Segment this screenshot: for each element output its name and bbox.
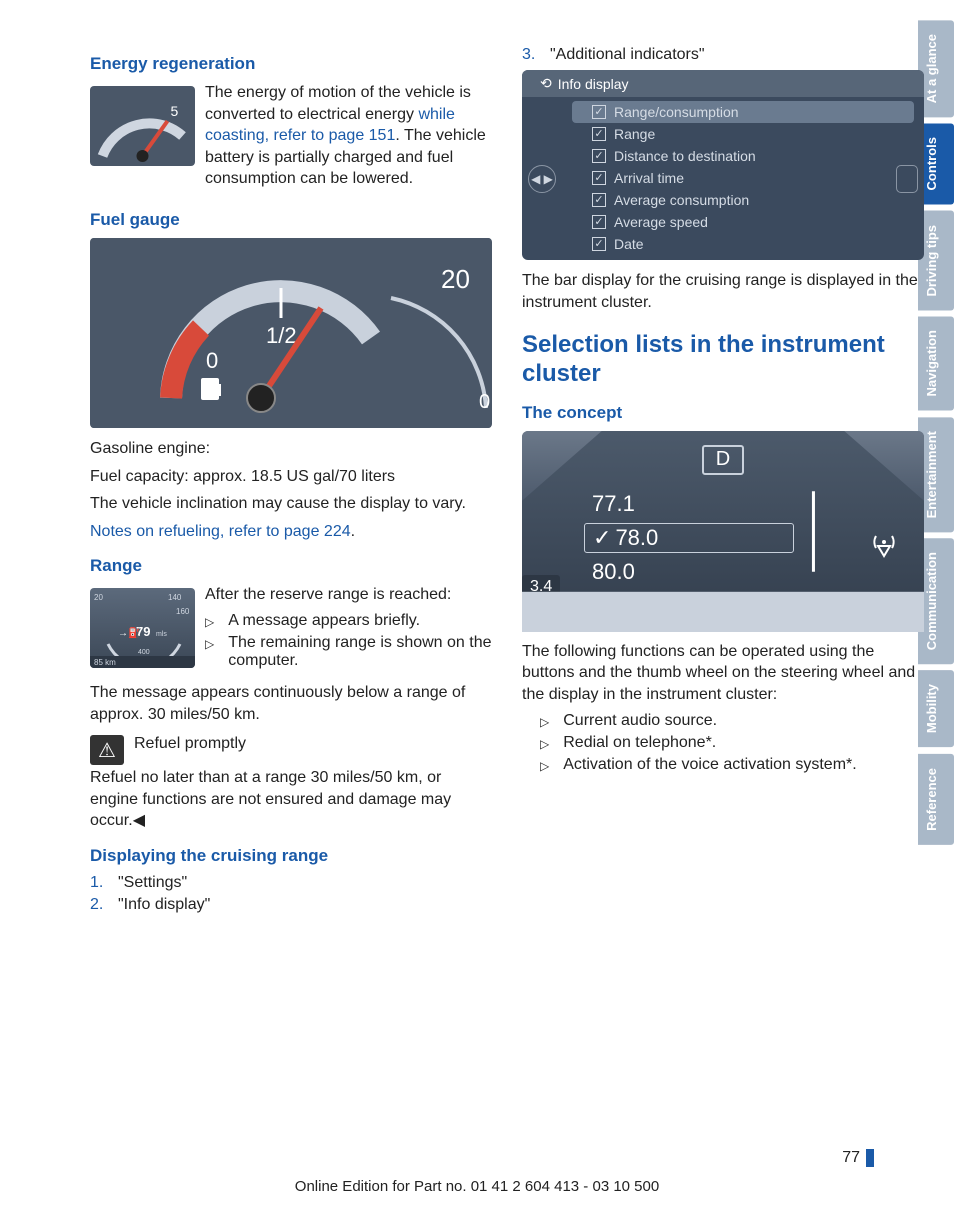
svg-text:160: 160 — [176, 607, 190, 616]
menu-header: ⟲ Info display — [522, 70, 924, 97]
selection-intro: The following functions can be operated … — [522, 641, 924, 706]
menu-item-range-consumption[interactable]: ✓Range/consumption — [572, 101, 914, 123]
range-heading: Range — [90, 556, 492, 576]
selection-heading: Selection lists in the instrument cluste… — [522, 331, 924, 389]
tab-navigation[interactable]: Navigation — [918, 316, 954, 410]
content-columns: Energy regeneration 5 The energy of moti… — [90, 40, 924, 920]
concept-heading: The concept — [522, 403, 924, 423]
bar-display-text: The bar display for the cruising range i… — [522, 270, 924, 313]
cruising-heading: Displaying the cruising range — [90, 846, 492, 866]
svg-text:0: 0 — [479, 391, 490, 413]
range-continuous: The message appears continuously below a… — [90, 682, 492, 725]
svg-text:85 km: 85 km — [94, 658, 116, 667]
checkbox-icon: ✓ — [592, 127, 606, 141]
info-display-menu-image: ⟲ Info display ◀ ▶ ✓Range/consumption ✓R… — [522, 70, 924, 260]
svg-text:mls: mls — [156, 631, 167, 638]
refuel-warning: ⚠ Refuel promptly — [90, 735, 492, 765]
range-block: 20 140 160 79 mls →⛽ 400 85 km After the… — [90, 584, 492, 676]
selection-item-1: Current audio source. — [522, 712, 924, 730]
tab-mobility[interactable]: Mobility — [918, 670, 954, 747]
checkbox-icon: ✓ — [592, 193, 606, 207]
tab-reference[interactable]: Reference — [918, 754, 954, 845]
menu-item-date[interactable]: ✓Date — [522, 233, 924, 255]
fuel-line2: Fuel capacity: approx. 18.5 US gal/70 li… — [90, 466, 492, 488]
cluster-display-image: D 77.1 ✓78.0 80.0 3.4 — [522, 431, 924, 631]
gauge-side-value: 20 — [441, 264, 470, 294]
menu-item-avg-speed[interactable]: ✓Average speed — [522, 211, 924, 233]
step-1: 1."Settings" — [90, 874, 492, 892]
menu-item-range[interactable]: ✓Range — [522, 123, 924, 145]
cruising-steps-cont: 3."Additional indicators" — [522, 46, 924, 64]
fuel-link[interactable]: Notes on refueling, refer to page 224 — [90, 523, 351, 540]
warning-icon: ⚠ — [90, 735, 124, 765]
gauge-half-label: 1/2 — [266, 323, 297, 348]
warn-text: Refuel promptly — [134, 735, 246, 753]
checkbox-icon: ✓ — [592, 237, 606, 251]
fuel-line3: The vehicle inclination may cause the di… — [90, 493, 492, 515]
range-item-1: A message appears briefly. — [205, 612, 492, 630]
warn-title: Refuel promptly — [134, 735, 246, 752]
selection-item-2: Redial on telephone*. — [522, 734, 924, 752]
step-2: 2."Info display" — [90, 896, 492, 914]
left-column: Energy regeneration 5 The energy of moti… — [90, 40, 492, 920]
checkbox-icon: ✓ — [592, 215, 606, 229]
checkbox-icon: ✓ — [592, 149, 606, 163]
range-dash-image: 20 140 160 79 mls →⛽ 400 85 km — [90, 588, 195, 668]
checkbox-icon: ✓ — [592, 105, 606, 119]
fuel-line1: Gasoline engine: — [90, 438, 492, 460]
svg-text:20: 20 — [94, 593, 103, 602]
cruising-steps: 1."Settings" 2."Info display" — [90, 874, 492, 914]
footer-text: Online Edition for Part no. 01 41 2 604 … — [0, 1178, 954, 1195]
menu-item-distance[interactable]: ✓Distance to destination — [522, 145, 924, 167]
svg-text:400: 400 — [138, 649, 150, 656]
fuel-gauge-image: 1/2 0 20 0 — [90, 238, 492, 428]
left-arrow-icon: ◀ ▶ — [528, 165, 556, 193]
info-icon: ⟲ — [540, 75, 552, 92]
menu-item-avg-consumption[interactable]: ✓Average consumption — [522, 189, 924, 211]
svg-text:→⛽: →⛽ — [118, 626, 140, 639]
page: At a glance Controls Driving tips Naviga… — [0, 0, 954, 1215]
energy-heading: Energy regeneration — [90, 54, 492, 74]
fuel-link-row: Notes on refueling, refer to page 224. — [90, 521, 492, 543]
selection-item-3: Activation of the voice activation syste… — [522, 756, 924, 774]
warn-body: Refuel no later than at a range 30 miles… — [90, 767, 492, 832]
step-3: 3."Additional indicators" — [522, 46, 924, 64]
energy-block: 5 The energy of motion of the vehicle is… — [90, 82, 492, 196]
rotary-knob-icon — [896, 165, 918, 193]
fuel-link-suffix: . — [351, 523, 355, 540]
svg-text:5: 5 — [171, 103, 179, 119]
selection-list: Current audio source. Redial on telephon… — [522, 712, 924, 774]
page-number: 77 — [842, 1149, 874, 1167]
gauge-zero-label: 0 — [206, 348, 218, 373]
menu-items: ✓Range/consumption ✓Range ✓Distance to d… — [522, 97, 924, 259]
svg-text:140: 140 — [168, 593, 182, 602]
fuel-heading: Fuel gauge — [90, 210, 492, 230]
right-column: 3."Additional indicators" ⟲ Info display… — [522, 40, 924, 920]
menu-item-arrival[interactable]: ✓Arrival time — [522, 167, 924, 189]
energy-gauge-image: 5 — [90, 86, 195, 166]
checkbox-icon: ✓ — [592, 171, 606, 185]
range-item-2: The remaining range is shown on the comp… — [205, 634, 492, 670]
